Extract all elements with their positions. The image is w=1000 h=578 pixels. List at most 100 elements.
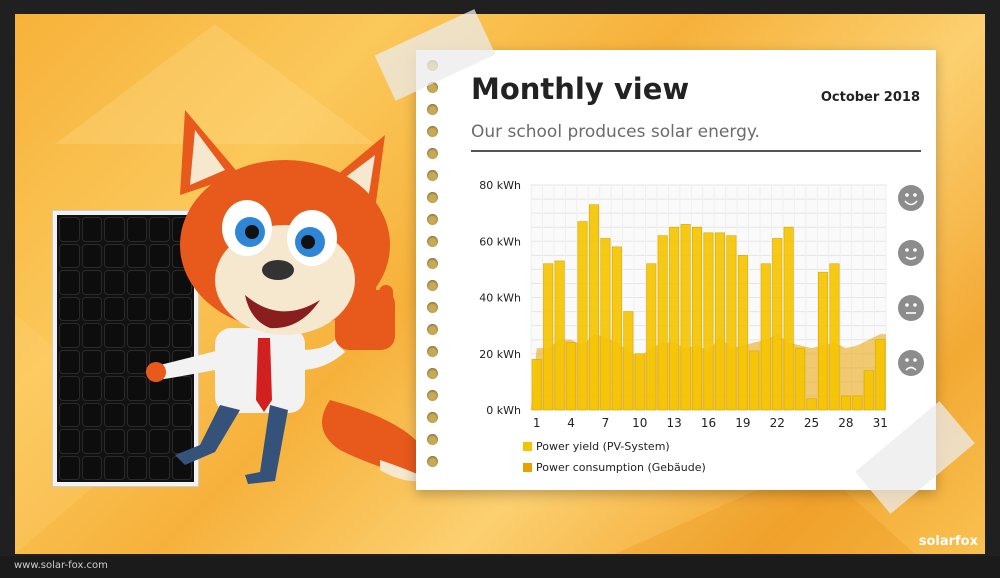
binding-hole [427, 126, 438, 137]
solar-cell [59, 402, 80, 427]
solar-cell [149, 455, 170, 480]
solar-cell [59, 270, 80, 295]
solar-panel-illustration [52, 210, 199, 487]
x-tick-label: 7 [602, 416, 610, 430]
yield-bar [714, 232, 725, 411]
legend-label-yield: Power yield (PV-System) [536, 440, 670, 453]
binding-hole [427, 280, 438, 291]
solar-cell [81, 402, 102, 427]
y-tick-label: 80 kWh [479, 179, 521, 192]
solar-cell [81, 376, 102, 401]
binding-hole [427, 82, 438, 93]
yield-bar [634, 353, 645, 411]
solar-cell [149, 270, 170, 295]
y-tick-label: 0 kWh [486, 404, 521, 417]
solar-cell [104, 349, 125, 374]
solar-cell [126, 349, 147, 374]
solar-cell [104, 270, 125, 295]
smiley-eye [913, 358, 917, 362]
binding-hole [427, 456, 438, 467]
yield-bar [772, 238, 783, 411]
smiley-mouth [905, 256, 917, 260]
chart-legend: Power yield (PV-System) Power consumptio… [523, 436, 706, 478]
yield-bar [829, 263, 840, 411]
solar-cell [104, 402, 125, 427]
solar-cell [59, 217, 80, 242]
smiley-very-happy-icon [898, 185, 924, 211]
smiley-happy-icon [898, 240, 924, 266]
yield-bar [840, 395, 851, 411]
solar-cell [126, 455, 147, 480]
solar-cell [59, 455, 80, 480]
solar-cell [104, 455, 125, 480]
solar-cell [126, 323, 147, 348]
yield-bar [657, 235, 668, 411]
x-tick-label: 16 [701, 416, 716, 430]
smiley-eye [905, 193, 909, 197]
solar-cell [59, 243, 80, 268]
footer-brand: solarfox [918, 534, 978, 549]
card-subtitle: Our school produces solar energy. [471, 122, 760, 142]
x-tick-label: 10 [632, 416, 647, 430]
solar-cell [149, 217, 170, 242]
binding-hole [427, 346, 438, 357]
x-tick-label: 1 [533, 416, 541, 430]
card-title: Monthly view [471, 72, 690, 106]
solar-cell [149, 429, 170, 454]
solar-cell [126, 402, 147, 427]
x-tick-label: 28 [838, 416, 853, 430]
binding-hole [427, 412, 438, 423]
binding-hole [427, 258, 438, 269]
yield-bar [646, 263, 657, 411]
yield-bar [623, 311, 634, 411]
yield-bar [600, 238, 611, 411]
smiley-eye [905, 248, 909, 252]
yield-bar [795, 347, 806, 411]
yield-bar [566, 342, 577, 411]
solar-cell [149, 296, 170, 321]
solar-cell [104, 296, 125, 321]
solar-cell [59, 323, 80, 348]
yield-bar [543, 263, 554, 411]
binding-hole [427, 390, 438, 401]
yield-bar [669, 226, 680, 411]
smiley-eye [905, 358, 909, 362]
solar-cell [126, 376, 147, 401]
solar-cell [104, 429, 125, 454]
smiley-eye [913, 193, 917, 197]
yield-bar [737, 255, 748, 411]
y-tick-label: 60 kWh [479, 235, 521, 248]
y-tick-label: 20 kWh [479, 348, 521, 361]
binding-hole [427, 214, 438, 225]
solar-cell [171, 402, 192, 427]
smiley-mouth [904, 200, 918, 206]
yield-bar [863, 370, 874, 411]
x-tick-label: 13 [667, 416, 682, 430]
solar-cell [149, 243, 170, 268]
binding-hole [427, 324, 438, 335]
yield-bar [692, 226, 703, 411]
smiley-neutral-icon [898, 295, 924, 321]
yield-bar [806, 398, 817, 411]
x-tick-label: 22 [770, 416, 785, 430]
yield-bar [875, 339, 886, 411]
card-date: October 2018 [820, 90, 920, 105]
yield-bar [760, 263, 771, 411]
binding-hole [427, 104, 438, 115]
monthly-view-card: Monthly view October 2018 Our school pro… [416, 50, 936, 490]
solar-cell [81, 217, 102, 242]
yield-bar [531, 359, 542, 411]
binding-hole [427, 302, 438, 313]
solar-cell [59, 376, 80, 401]
yield-bar [749, 350, 760, 411]
x-tick-label: 31 [873, 416, 888, 430]
solar-cell [126, 217, 147, 242]
solar-cell [126, 243, 147, 268]
solar-cell [171, 323, 192, 348]
legend-item-yield: Power yield (PV-System) [523, 436, 706, 457]
x-tick-label: 25 [804, 416, 819, 430]
solar-cell [81, 243, 102, 268]
x-tick-label: 4 [567, 416, 575, 430]
binding-hole [427, 148, 438, 159]
solar-cell [149, 323, 170, 348]
